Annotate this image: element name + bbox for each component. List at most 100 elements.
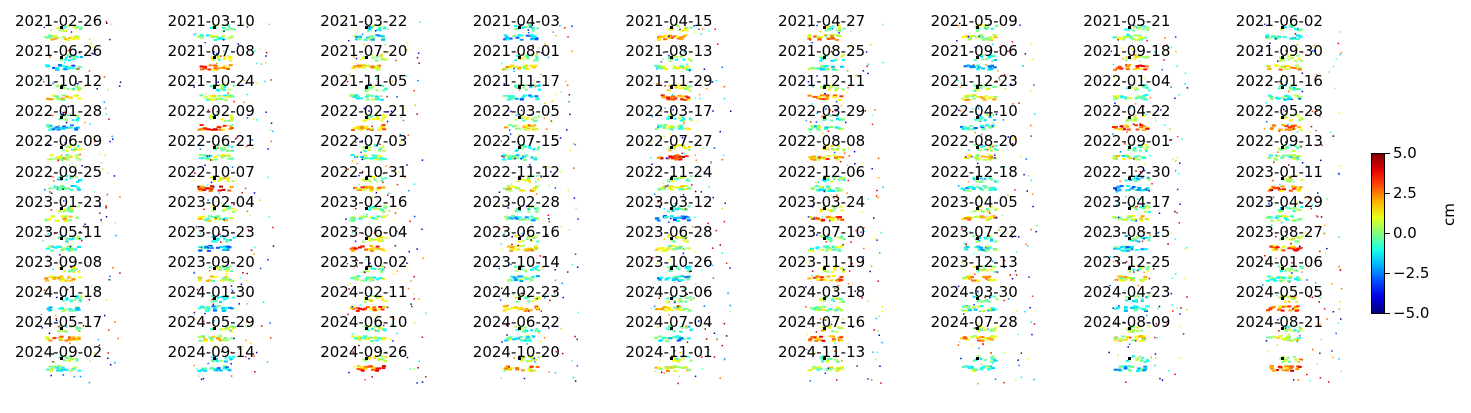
panel: 2024-03-18 [763,271,916,321]
panel: 2022-01-04 [1068,60,1221,111]
panel-map [45,81,122,114]
panel: 2023-11-19 [763,241,916,292]
panel: 2021-06-26 [0,30,153,83]
panel: 2023-05-23 [153,211,306,261]
panel: 2022-04-10 [916,90,1069,140]
panel: 2023-04-29 [1221,181,1374,234]
panel: 2023-09-20 [153,241,306,292]
panel: 2024-10-20 [458,331,611,382]
panel-map [1263,231,1340,262]
panel-date-label: 2022-03-29 [778,102,866,121]
panel-map [960,234,1029,263]
panel-map [193,203,274,231]
panel-date-label: 2023-10-26 [625,252,713,271]
panel-map [1110,50,1187,83]
panel-date-label: 2023-09-20 [167,252,255,271]
panel-date-label: 2022-08-08 [778,132,866,151]
panel-map [1260,23,1341,52]
panel: 2021-11-17 [458,60,611,113]
panel-date-label: 2022-01-04 [1083,72,1171,91]
panel: 2022-07-15 [458,120,611,173]
panel-map [197,231,274,261]
panel-map [501,140,576,173]
panel: 2023-06-16 [458,211,611,259]
panel: 2023-12-25 [1068,241,1221,292]
panel: 2023-05-11 [0,211,153,260]
panel-map [1113,353,1182,384]
panel-map [810,175,884,200]
panel-date-label: 2023-10-14 [472,252,560,271]
panel-date-label: 2024-11-01 [625,343,713,362]
panel: 2022-03-05 [458,90,611,143]
panel-map [349,51,421,82]
panel-date-label: 2023-08-15 [1083,222,1171,241]
panel: 2021-07-08 [153,30,306,83]
panel-map [804,111,874,139]
panel-map [960,291,1036,323]
panel-map [45,352,116,384]
panel-date-label: 2021-08-13 [625,42,713,61]
panel-date-label: 2021-06-26 [15,42,103,61]
panel-date-label: 2024-03-18 [778,282,866,301]
panel: 2024-02-23 [458,271,611,318]
panel-date-label: 2024-11-13 [778,343,866,362]
panel-map [1112,24,1177,53]
panel: 2021-08-01 [458,30,611,83]
panel-date-label: 2024-09-02 [15,343,103,362]
panel-date-label: 2022-02-21 [320,102,408,121]
panel-date-label: 2023-10-02 [320,252,408,271]
colorbar [1371,153,1385,314]
panel: 2023-09-08 [0,241,153,293]
panel: 2021-12-11 [763,60,916,112]
panel-date-label: 2022-11-12 [472,162,560,181]
panel-date-label: 2022-07-03 [320,132,408,151]
panel-date-label: 2021-07-08 [167,42,255,61]
panel: 2022-06-21 [153,120,306,171]
panel [1221,331,1374,383]
panel-date-label: 2022-12-18 [930,162,1018,181]
colorbar-unit-label: cm [1440,203,1458,226]
panel-date-label: 2024-06-22 [472,313,560,331]
panel-map [808,144,880,170]
panel: 2021-03-22 [305,0,458,53]
panel: 2023-12-13 [916,241,1069,294]
colorbar-tick [1385,313,1390,314]
panel-map [1265,200,1326,234]
panel-map [501,323,578,349]
panel-date-label: 2024-04-23 [1083,282,1171,301]
panel: 2024-01-18 [0,271,153,323]
panel-map [498,170,575,202]
panel: 2022-02-21 [305,90,458,142]
panel-date-label: 2022-02-09 [167,102,255,121]
panel-map [1112,113,1183,142]
panel-map [1109,261,1186,292]
panel: 2023-04-17 [1068,181,1221,234]
panel-map [650,233,724,264]
panel: 2022-03-17 [610,90,763,144]
panel: 2023-01-11 [1221,151,1374,204]
panel-date-label: 2022-09-01 [1083,132,1171,151]
panel-date-label: 2022-12-06 [778,162,866,181]
panel-map [45,113,114,143]
panel: 2021-09-06 [916,30,1069,81]
panel-map [498,263,579,295]
panel: 2021-05-21 [1068,0,1221,53]
panel-date-label: 2022-09-25 [15,162,103,181]
panel-date-label: 2023-02-28 [472,192,560,211]
panel-map [1265,50,1342,83]
panel: 2022-03-29 [763,90,916,139]
panel: 2022-12-18 [916,151,1069,199]
panel: 2023-02-16 [305,181,458,234]
panel-date-label: 2023-07-10 [778,222,866,241]
panel: 2021-10-24 [153,60,306,114]
panel: 2022-11-12 [458,151,611,202]
panel-date-label: 2024-05-29 [167,313,255,331]
panel-map [47,141,111,170]
panel-map [42,51,106,83]
panel: 2022-02-09 [153,90,306,143]
panel: 2024-07-04 [610,301,763,352]
panel-date-label: 2021-11-05 [320,72,408,91]
panel-date-label: 2024-07-16 [778,313,866,331]
panel: 2022-09-13 [1221,120,1374,171]
panel-date-label: 2023-08-27 [1235,222,1323,241]
